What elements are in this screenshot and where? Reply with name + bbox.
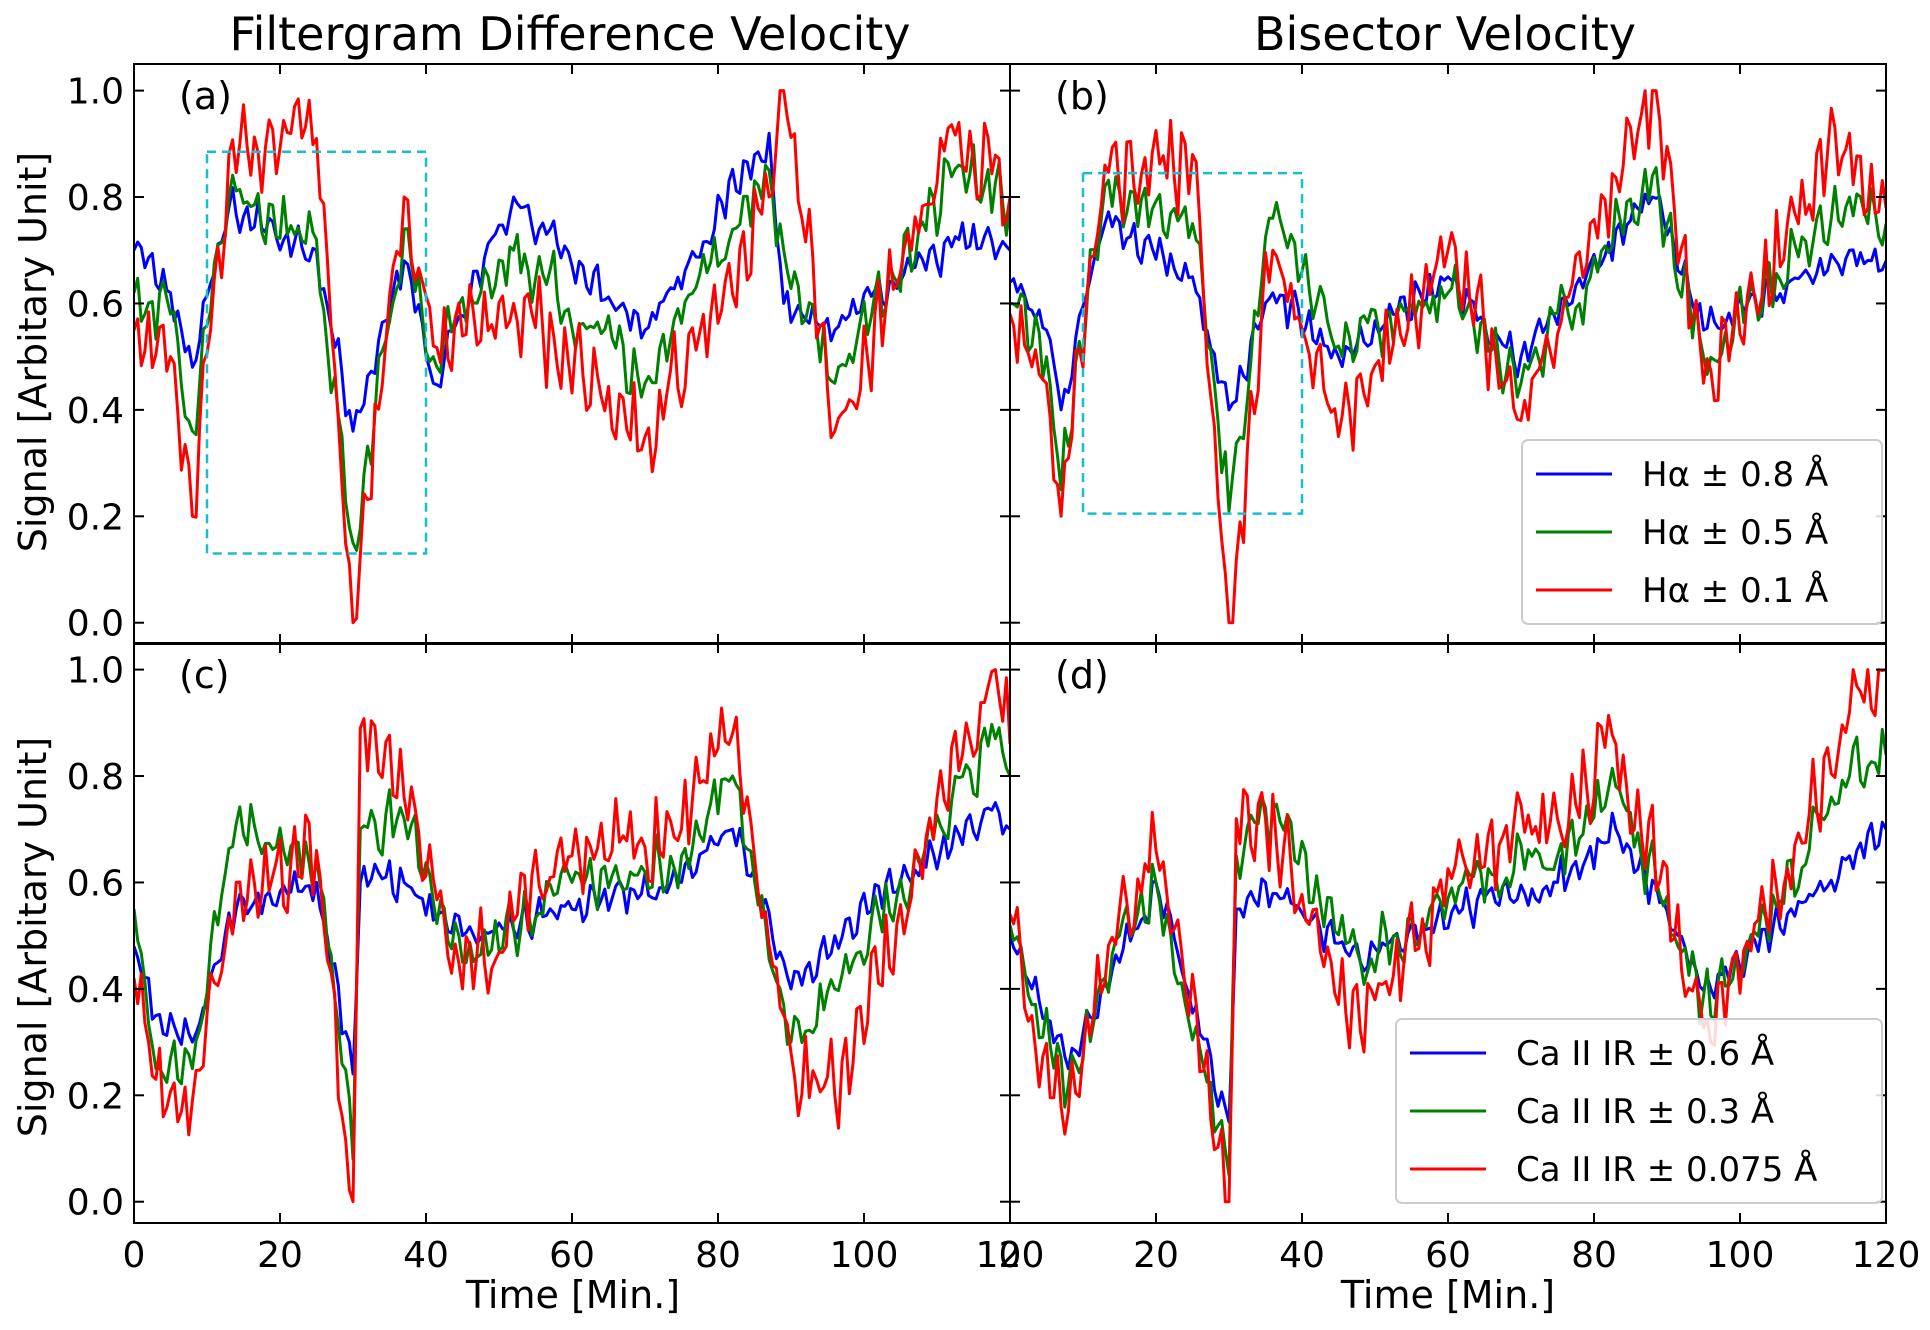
x-axis-label-right: Time [Min.] (1340, 1273, 1555, 1317)
y-tick-label: 0.2 (67, 1076, 124, 1117)
series-line-1 (134, 131, 1010, 433)
series-line-2 (134, 143, 1010, 552)
x-tick-label: 100 (1706, 1235, 1775, 1276)
series-line-3 (1010, 668, 1886, 1204)
x-tick-label: 20 (1133, 1235, 1179, 1276)
x-tick-label: 60 (1425, 1235, 1471, 1276)
plot-area (1010, 89, 1886, 625)
x-tick-label: 120 (1852, 1235, 1921, 1276)
y-tick-label: 0.0 (67, 1183, 124, 1224)
x-tick-label: 60 (549, 1235, 595, 1276)
y-tick-label: 0.2 (67, 497, 124, 538)
x-tick-label: 40 (1279, 1235, 1325, 1276)
legend-frame (1521, 439, 1883, 625)
x-tick-label: 80 (1571, 1235, 1617, 1276)
x-tick-label: 80 (695, 1235, 741, 1276)
y-axis-label-bottom: Signal [Arbitary Unit] (11, 737, 55, 1137)
panel-tag: (a) (179, 74, 232, 118)
legend: Ca II IR ± 0.6 Å Ca II IR ± 0.3 Å Ca II IR… (1395, 1018, 1883, 1204)
legend-label: Ca II IR ± 0.3 Å (1516, 1091, 1774, 1132)
x-tick-label: 0 (123, 1235, 146, 1276)
y-tick-label: 1.0 (67, 72, 124, 113)
legend-label: Hα ± 0.8 Å (1642, 454, 1828, 495)
y-tick-label: 0.6 (67, 863, 124, 904)
plot-area (134, 89, 1010, 625)
x-tick-label: 0 (999, 1235, 1022, 1276)
legend-label: Hα ± 0.1 Å (1642, 570, 1828, 611)
series-line-3 (134, 668, 1010, 1204)
x-tick-label: 100 (830, 1235, 899, 1276)
series-line-3 (1010, 89, 1886, 625)
legend-label: Ca II IR ± 0.6 Å (1516, 1033, 1774, 1074)
x-tick-label: 20 (257, 1235, 303, 1276)
panels: 0.00.20.40.60.81.0 (a) (b)Hα ± 0.8 ÅHα ± 0… (67, 63, 1921, 1276)
y-tick-label: 0.0 (67, 604, 124, 645)
y-tick-label: 0.8 (67, 757, 124, 798)
panel-a: 0.0 0.2 0.4 0.6 0.8 1.0 (a) (67, 63, 1011, 645)
panel-tag: (b) (1055, 74, 1109, 118)
y-tick-label: 0.6 (67, 284, 124, 325)
panel-tag: (c) (179, 653, 230, 697)
x-tick-label: 40 (403, 1235, 449, 1276)
y-tick-label: 0.8 (67, 178, 124, 219)
legend-label: Ca II IR ± 0.075 Å (1516, 1149, 1817, 1190)
highlight-box (205, 150, 428, 555)
y-axis-label-top: Signal [Arbitary Unit] (11, 152, 55, 552)
column-title-right: Bisector Velocity (1254, 7, 1636, 61)
legend-frame (1395, 1018, 1883, 1204)
y-tick-label: 0.4 (67, 391, 124, 432)
highlight-box (1081, 171, 1304, 515)
column-title-left: Filtergram Difference Velocity (229, 7, 910, 61)
panel-d: 0 20 40 60 80 100 120(d)Ca II IR ± 0.6 ÅCa II … (999, 642, 1921, 1276)
legend-label: Hα ± 0.5 Å (1642, 512, 1828, 553)
axes-frame (133, 642, 1011, 1224)
panel-tag: (d) (1055, 653, 1109, 697)
legend: Hα ± 0.8 Å Hα ± 0.5 Å Hα ± 0.1 Å (1521, 439, 1883, 625)
plot-area (134, 668, 1010, 1204)
series-line-2 (1010, 166, 1886, 513)
plot-area (1010, 668, 1886, 1204)
series-line-2 (134, 722, 1010, 1161)
series-line-3 (134, 89, 1010, 625)
y-tick-label: 1.0 (67, 651, 124, 692)
x-tick-label: 120 (976, 1235, 1045, 1276)
x-axis-label-left: Time [Min.] (465, 1273, 680, 1317)
series-line-1 (134, 801, 1010, 1076)
y-tick-label: 0.4 (67, 970, 124, 1011)
panel-b: (b) Hα ± 0.8 Å Hα ± 0.5 Å Hα ± 0.1 Å (1009, 63, 1887, 645)
panel-c: 0 20 40 60 80 100 120 0.0 0.2 0.4 0.6 0.8 1.0 (c) (67, 642, 1045, 1276)
